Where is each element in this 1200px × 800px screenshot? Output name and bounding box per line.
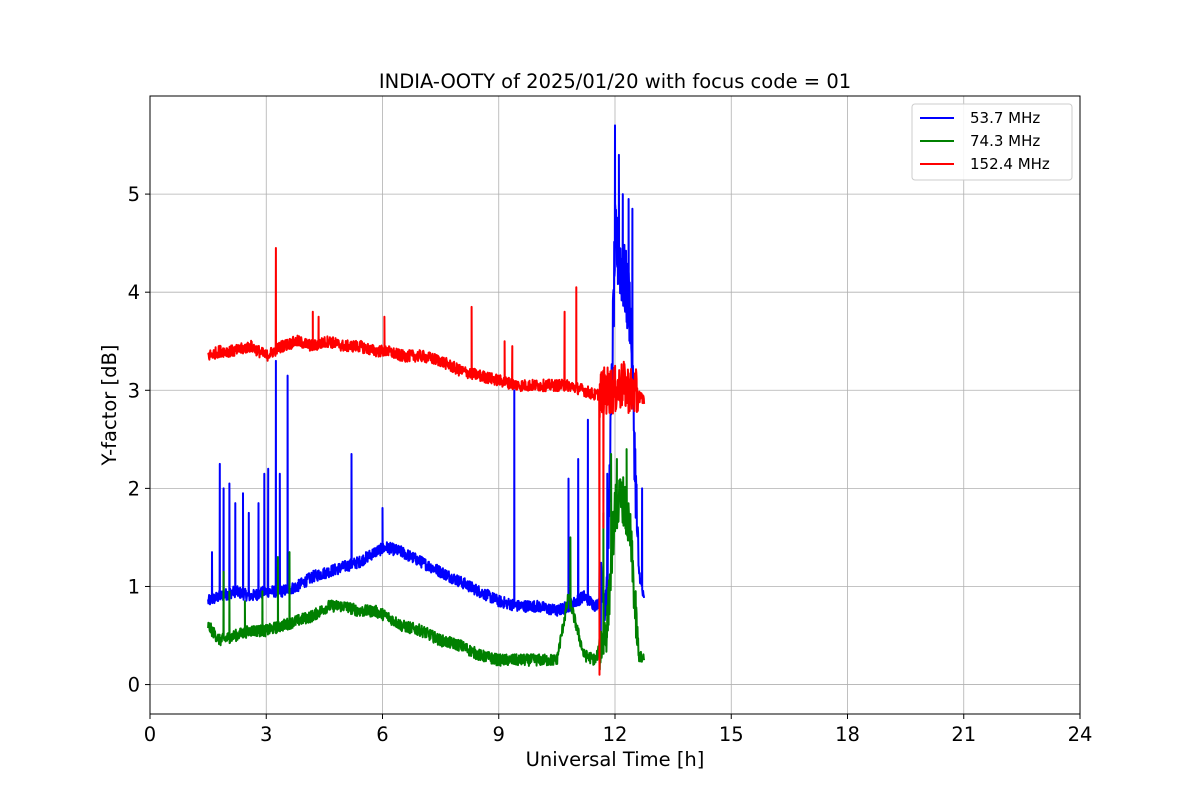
series-line-2 — [207, 247, 646, 676]
x-tick-label: 3 — [260, 723, 272, 746]
x-axis-label: Universal Time [h] — [526, 748, 705, 771]
y-axis-label: Y-factor [dB] — [98, 345, 121, 467]
x-tick-label: 24 — [1068, 723, 1093, 746]
series-line-0 — [207, 124, 646, 637]
legend-box — [911, 103, 1073, 181]
series-layer — [207, 124, 646, 676]
x-tick-label: 18 — [835, 723, 860, 746]
chart-title: INDIA-OOTY of 2025/01/20 with focus code… — [379, 70, 851, 93]
y-tick-label: 1 — [128, 575, 140, 598]
y-tick-label: 0 — [128, 674, 140, 697]
series-line-1 — [207, 448, 646, 671]
y-tick-label: 4 — [128, 281, 140, 304]
x-tick-label: 6 — [376, 723, 388, 746]
legend-label-0: 53.7 MHz — [970, 109, 1040, 127]
x-tick-label: 0 — [144, 723, 156, 746]
x-tick-label: 21 — [951, 723, 976, 746]
y-tick-label: 5 — [128, 183, 140, 206]
x-tick-label: 12 — [603, 723, 628, 746]
legend-label-2: 152.4 MHz — [970, 155, 1050, 173]
x-tick-label: 15 — [719, 723, 744, 746]
x-tick-label: 9 — [493, 723, 505, 746]
legend-label-1: 74.3 MHz — [970, 132, 1040, 150]
y-tick-label: 2 — [128, 477, 140, 500]
legend: 53.7 MHz 74.3 MHz 152.4 MHz — [911, 103, 1073, 181]
y-tick-label: 3 — [128, 379, 140, 402]
